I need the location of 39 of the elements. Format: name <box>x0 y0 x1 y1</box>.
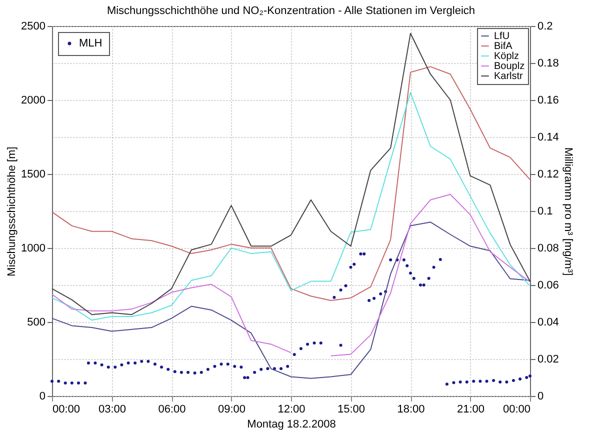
y-tick-label: 500 <box>27 316 46 328</box>
y-tick-label: 0 <box>39 390 46 402</box>
x-tick-label: 00:00 <box>52 404 80 416</box>
line-series <box>52 92 530 321</box>
x-tick-label: 12:00 <box>278 404 306 416</box>
y2-tick-label: 0.08 <box>538 242 559 254</box>
x-tick-label: 00:00 <box>502 404 530 416</box>
y2-tick-label: 0.16 <box>538 94 559 106</box>
x-tick-label: 18:00 <box>397 404 425 416</box>
y2-tick-label: 0.12 <box>538 168 559 180</box>
legend-label: Karlstr <box>494 71 524 82</box>
y2-tick-label: 0 <box>538 390 544 402</box>
legend-label: Bouplz <box>494 61 525 72</box>
x-tick-label: 15:00 <box>337 404 366 416</box>
y-tick-label: 1000 <box>21 242 46 254</box>
y2-tick-label: 0.04 <box>538 316 559 328</box>
y-tick-label: 1500 <box>21 168 46 180</box>
line-series <box>52 222 530 379</box>
y-tick-label: 2000 <box>21 94 46 106</box>
y2-tick-label: 0.2 <box>538 20 553 32</box>
y2-axis-title: Milligramm pro m³ [mg/m³] <box>562 147 574 276</box>
x-axis-title: Montag 18.2.2008 <box>247 418 336 430</box>
x-tick-label: 09:00 <box>218 404 246 416</box>
y2-tick-label: 0.14 <box>538 132 559 144</box>
legend-label: Köplz <box>494 51 520 62</box>
chart-title: Mischungsschichthöhe und NO₂-Konzentration - Alle Stationen im Vergleich <box>106 5 476 17</box>
y2-tick-label: 0.02 <box>538 354 559 366</box>
x-tick-label: 06:00 <box>158 404 186 416</box>
line-series <box>52 32 530 316</box>
x-tick-label: 03:00 <box>98 404 126 416</box>
legend-label: BifA <box>494 41 513 52</box>
legend-label: LfU <box>494 31 510 42</box>
y2-tick-label: 0.06 <box>538 280 559 292</box>
x-tick-label: 21:00 <box>456 404 485 416</box>
y2-tick-label: 0.1 <box>538 206 553 218</box>
y-tick-label: 2500 <box>21 20 46 32</box>
legend-label: MLH <box>79 38 102 50</box>
y-axis-title: Mischungsschichthöhe [m] <box>6 146 18 276</box>
y2-tick-label: 0.18 <box>538 58 559 70</box>
